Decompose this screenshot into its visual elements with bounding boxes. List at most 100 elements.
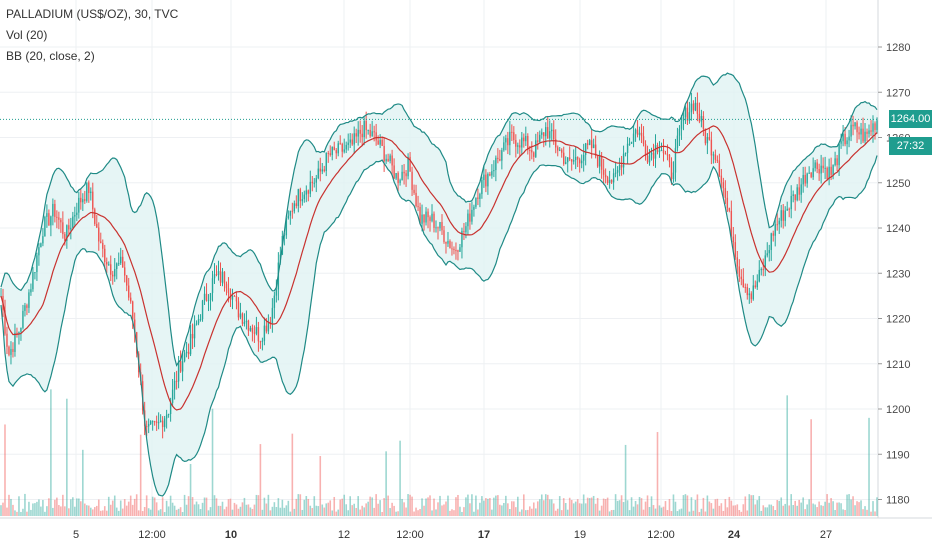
candle-body [413, 189, 415, 193]
volume-bar [630, 497, 633, 516]
x-tick-label: 17 [478, 529, 490, 541]
volume-bar [840, 503, 842, 516]
candle-body [118, 263, 120, 265]
candle-body [848, 136, 850, 141]
volume-bar [243, 497, 246, 516]
candle-body [110, 264, 112, 275]
volume-bar [556, 508, 559, 516]
volume-bar [249, 507, 252, 516]
volume-bar [850, 499, 852, 516]
volume-bar [261, 509, 264, 516]
volume-bar [580, 503, 583, 516]
candle-body [42, 236, 44, 244]
candle-body [367, 129, 369, 131]
volume-bar [612, 509, 615, 516]
candle-body [702, 116, 705, 129]
candle-body [409, 156, 411, 172]
volume-bar [536, 501, 539, 516]
y-tick-label: 1270 [886, 87, 910, 99]
volume-bar [229, 498, 232, 516]
volume-bar [578, 503, 581, 516]
candle-body [594, 144, 597, 157]
candle-body [770, 233, 772, 251]
candle-body [718, 160, 721, 176]
candle-body [800, 184, 802, 195]
volume-bar [538, 499, 541, 516]
volume-bar [213, 495, 216, 516]
candle-body [349, 139, 351, 143]
volume-bar [744, 496, 747, 516]
candle-body [519, 145, 521, 148]
volume-bar [764, 507, 767, 516]
volume-bar [315, 505, 318, 516]
candle-body [96, 223, 98, 228]
candle-body [297, 189, 300, 207]
candle-body [752, 285, 754, 300]
candle-body [600, 155, 603, 170]
volume-bar [447, 495, 449, 516]
volume-bar [143, 507, 146, 516]
volume-bar [600, 505, 603, 516]
volume-bar [507, 503, 509, 516]
candle-body [654, 145, 657, 159]
y-tick-label: 1180 [886, 495, 910, 507]
candle-body [688, 112, 691, 121]
volume-bar [838, 502, 840, 516]
candle-body [315, 178, 317, 183]
volume-bar [345, 504, 348, 516]
volume-bar [211, 408, 214, 516]
candle-body [515, 140, 517, 147]
candle-body [161, 420, 164, 428]
volume-bar [660, 507, 663, 516]
volume-bar [800, 502, 802, 516]
candle-body [513, 132, 515, 141]
volume-bar [10, 498, 12, 516]
candle-body [461, 230, 463, 248]
volume-bar [299, 494, 302, 516]
candle-body [405, 173, 407, 177]
candle-body [724, 188, 727, 198]
bollinger-indicator-label[interactable]: BB (20, close, 2) [6, 49, 95, 63]
volume-bar [419, 508, 421, 516]
volume-bar [317, 506, 320, 516]
volume-bar [734, 505, 737, 516]
volume-bar [463, 507, 465, 516]
volume-bar [644, 501, 647, 516]
volume-bar [329, 500, 332, 516]
volume-bar [107, 496, 110, 516]
candle-body [251, 327, 254, 333]
candle-body [834, 158, 836, 166]
volume-bar [774, 510, 777, 516]
volume-bar [151, 496, 154, 516]
volume-bar [437, 502, 439, 516]
volume-indicator-label[interactable]: Vol (20) [6, 28, 48, 42]
x-tick-label: 12:00 [396, 529, 424, 541]
volume-bar [263, 497, 266, 516]
candle-body [235, 296, 238, 302]
candle-body [626, 143, 629, 153]
volume-bar [159, 509, 162, 516]
volume-bar [872, 501, 874, 516]
candle-body [864, 131, 866, 142]
candle-body [676, 135, 679, 148]
candle-body [590, 140, 593, 149]
volume-bar [758, 496, 761, 516]
candle-body [54, 203, 56, 217]
candle-body [58, 217, 60, 220]
candle-body [193, 324, 196, 339]
volume-bar [237, 508, 240, 516]
candle-body [437, 227, 439, 229]
candle-body [788, 208, 790, 210]
volume-bar [415, 507, 417, 516]
candle-body [363, 120, 365, 138]
candle-body [570, 159, 573, 162]
candle-body [185, 351, 188, 354]
candle-body [317, 168, 319, 179]
volume-bar [449, 510, 451, 516]
candle-body [98, 227, 100, 242]
volume-bar [634, 500, 637, 516]
symbol-title[interactable]: PALLADIUM (US$/OZ), 30, TVC [6, 7, 179, 21]
volume-bar [38, 499, 40, 516]
volume-bar [58, 505, 60, 516]
